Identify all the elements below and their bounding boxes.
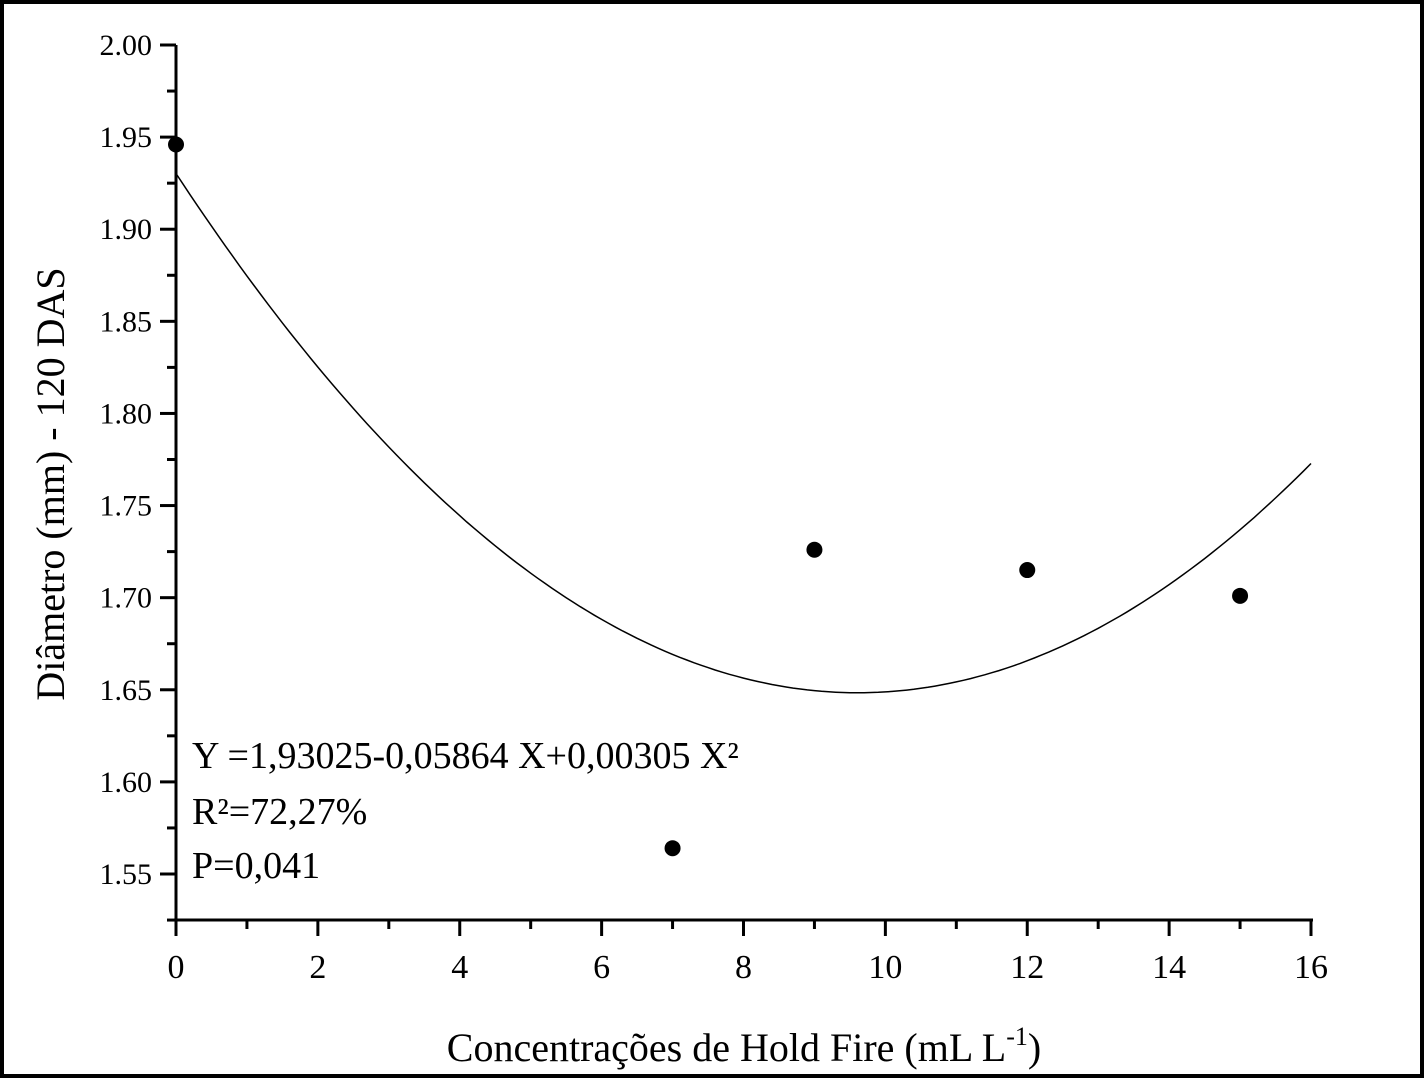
y-tick-label: 1.85 xyxy=(100,305,153,338)
data-points xyxy=(168,136,1249,857)
fit-curve xyxy=(175,173,1312,694)
y-tick-label: 1.90 xyxy=(100,213,153,246)
y-tick-label: 1.75 xyxy=(100,490,153,523)
x-axis-label-suffix: ) xyxy=(1028,1025,1041,1070)
x-tick-label: 14 xyxy=(1152,949,1186,986)
x-tick-label: 4 xyxy=(451,949,468,986)
r-squared-annotation: R²=72,27% xyxy=(192,791,367,833)
x-axis-label-main: Concentrações de Hold Fire (mL L xyxy=(447,1025,1006,1070)
ticks: 0 2 4 6 8 10 12 14 16 1.55 1.60 1.65 1.70 1.75 1.80 1.8… xyxy=(100,29,1329,986)
data-point xyxy=(1019,562,1036,579)
y-tick-label: 2.00 xyxy=(100,29,153,62)
x-axis-label: Concentrações de Hold Fire (mL L-1) xyxy=(447,1022,1041,1070)
x-tick-label: 0 xyxy=(168,949,185,986)
data-point xyxy=(1232,587,1249,604)
scatter-chart: 0 2 4 6 8 10 12 14 16 1.55 1.60 1.65 1.70 1.75 1.80 1.8… xyxy=(28,29,1329,1070)
x-axis-label-superscript: -1 xyxy=(1006,1022,1028,1051)
x-tick-label: 10 xyxy=(868,949,902,986)
fit-curve-group xyxy=(175,173,1312,694)
y-tick-label: 1.70 xyxy=(100,582,153,615)
x-tick-label: 12 xyxy=(1010,949,1044,986)
data-point xyxy=(664,840,681,857)
data-point xyxy=(806,541,823,558)
y-tick-label: 1.95 xyxy=(100,121,153,154)
data-point xyxy=(168,136,184,153)
x-tick-label: 8 xyxy=(735,949,752,986)
p-value-annotation: P=0,041 xyxy=(192,845,320,887)
y-axis-label: Diâmetro (mm) - 120 DAS xyxy=(28,267,73,700)
y-tick-label: 1.65 xyxy=(100,674,153,707)
x-tick-label: 6 xyxy=(593,949,610,986)
x-tick-label: 2 xyxy=(309,949,326,986)
x-tick-label: 16 xyxy=(1294,949,1328,986)
y-tick-label: 1.55 xyxy=(100,858,153,891)
y-tick-label: 1.80 xyxy=(100,397,153,430)
equation-annotation: Y =1,93025-0,05864 X+0,00305 X² xyxy=(192,735,739,777)
y-tick-label: 1.60 xyxy=(100,766,153,799)
